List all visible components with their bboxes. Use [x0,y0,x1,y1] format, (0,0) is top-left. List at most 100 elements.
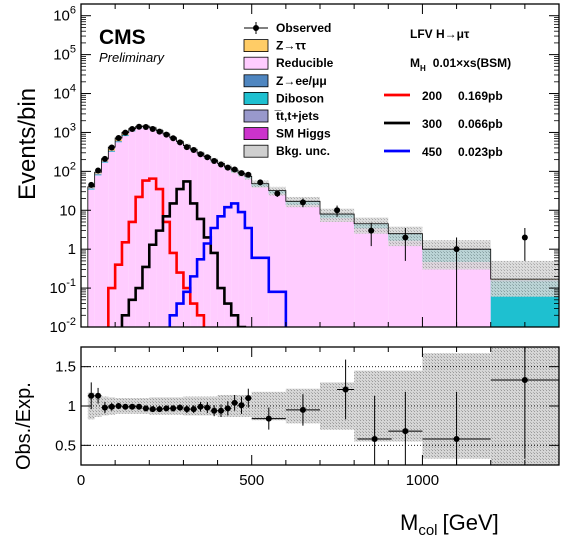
diboson-bin [87,188,95,190]
reducible-bin [285,201,320,327]
reducible-bin [169,137,177,327]
y-tick-label: 1 [68,241,76,258]
y-tick-label: 106 [53,5,76,25]
legend-smhiggs-label: SM Higgs [276,127,331,141]
ratio-point [402,428,409,435]
reducible-bin [183,145,191,327]
legend-ztautau-swatch [243,39,269,52]
reducible-bin [190,149,198,327]
observed-point [224,164,231,171]
reducible-bin [268,190,286,327]
ratio-point [122,403,129,410]
observed-point [238,170,245,177]
y-axis-label-top: Events/bin [14,88,41,200]
ratio-point [142,405,149,412]
reducible-bin [142,126,150,327]
ratio-point [170,405,177,412]
observed-point [211,157,218,164]
ratio-point [108,403,115,410]
observed-point [368,227,375,234]
observed-point [197,151,204,158]
legend-sig450-xs: 0.023pb [458,145,503,159]
y-axis-label-ratio: Obs./Exp. [13,382,35,470]
observed-point [245,171,252,178]
ratio-point [163,405,170,412]
observed-point [299,199,306,206]
ratio-point [238,402,245,409]
observed-point [142,124,149,131]
channel-label: LFV H→μτ [410,27,470,41]
observed-point [101,155,108,162]
y-tick-label: 102 [53,160,76,180]
y-tick-label: 10 [59,202,76,219]
observed-point [521,234,528,241]
ratio-point [95,392,102,399]
ratio-point [136,403,143,410]
ratio-point [299,406,306,413]
observed-point [136,123,143,130]
reducible-bin [156,130,163,327]
legend: Observed Z→ττ Reducible Z→ee/μμ Diboson t̅t,t… [243,21,334,158]
reducible-bin [176,141,184,327]
ratio-unc-band [94,394,102,418]
ratio-panel: 0 500 1000 0.5 1 1.5 [55,346,560,489]
legend-zeemumu-label: Z→ee/μμ [276,74,327,88]
reducible-bin [197,153,204,327]
observed-point [149,125,156,132]
ratio-point [88,392,95,399]
ratio-point [371,436,378,443]
reducible-bin [251,183,269,327]
observed-point [170,135,177,142]
mass-header: MH 0.01×xs(BSM) [410,56,511,73]
reducible-bin [320,214,355,327]
signal-sig300-line [120,180,247,327]
legend-smhiggs-swatch [243,127,269,140]
observed-point [115,134,122,141]
reducible-bin [224,166,232,327]
reducible-bin [203,156,211,327]
x-tick-label: 1000 [406,472,439,489]
ratio-point [115,403,122,409]
observed-point [122,129,129,136]
legend-sig300-mass: 300 [422,117,442,131]
cms-label: CMS [99,26,146,49]
observed-point [177,139,184,146]
ratio-point [204,404,211,411]
legend-ttbar-label: t̅t,t+jets [274,109,319,123]
reducible-bin [121,132,129,327]
reducible-bin [149,127,157,327]
diboson-bin [94,174,102,176]
ratio-point [129,403,136,410]
ratio-point [521,377,528,384]
legend-diboson-swatch [243,92,269,105]
diboson-bin [101,161,109,163]
observed-point [190,146,197,153]
legend-ttbar-swatch [243,109,269,123]
observed-point [217,161,224,168]
ratio-point [190,406,197,413]
ratio-point [265,415,272,422]
observed-point [402,234,409,241]
legend-sig300-xs: 0.066pb [458,117,503,131]
signal-legend: 200 0.169pb 300 0.066pb 450 0.023pb [384,89,503,159]
reducible-bin [217,163,225,327]
ratio-point [245,395,252,402]
diboson-bin [115,141,122,143]
ratio-point [197,403,204,410]
ratio-point [217,407,224,414]
ratio-y-tick-label: 1 [68,398,76,415]
background-stack-outline [87,125,559,327]
observed-point [156,128,163,135]
ratio-point [183,406,190,413]
observed-point [257,179,264,186]
zeemumu-bin [108,150,116,152]
y-tick-label: 10-2 [50,316,76,336]
ratio-point [453,436,460,443]
ratio-point [231,399,238,406]
observed-point [231,166,238,173]
observed-point [95,167,102,174]
diboson-bin [121,135,129,137]
ratio-y-tick-label: 0.5 [55,437,76,454]
ratio-point [342,386,349,393]
